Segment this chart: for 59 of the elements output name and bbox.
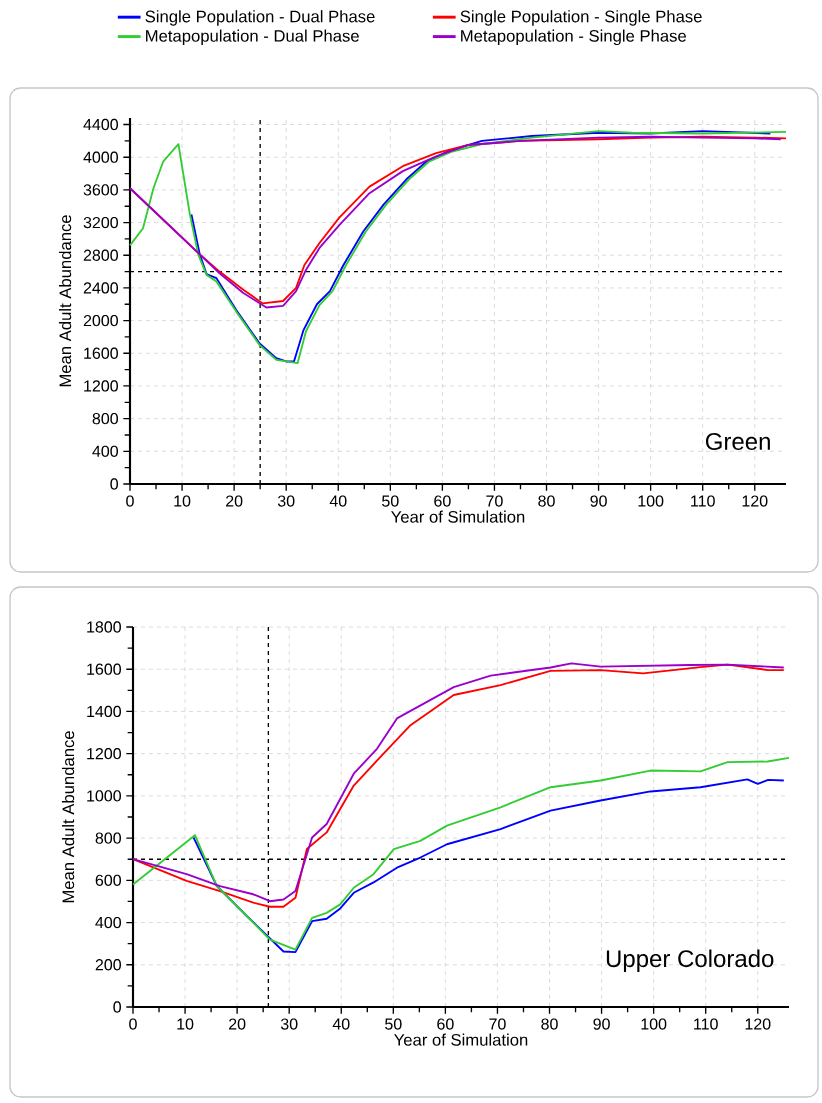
x-tick-label: 50 (385, 1018, 402, 1030)
y-tick-label: 0 (113, 1001, 122, 1013)
y-tick-label: 1200 (87, 748, 121, 760)
x-tick-label: 40 (329, 495, 347, 507)
x-tick-label: 70 (486, 495, 503, 507)
y-tick-label: 4000 (83, 151, 118, 163)
x-tick-label: 110 (691, 495, 715, 507)
x-tick-label: 80 (541, 1018, 558, 1030)
y-tick-label: 200 (95, 959, 121, 971)
y-tick-label: 3200 (83, 216, 118, 229)
x-tick-label: 30 (280, 1018, 298, 1030)
x-tick-label: 80 (538, 495, 555, 507)
y-tick-label: 1200 (84, 380, 118, 392)
y-tick-label: 800 (95, 832, 121, 844)
x-tick-label: 100 (641, 1018, 667, 1030)
x-tick-label: 60 (434, 495, 451, 507)
y-tick-label: 1600 (87, 663, 121, 675)
legend-label: Metapopulation - Dual Phase (146, 29, 359, 46)
x-tick-label: 60 (437, 1018, 454, 1030)
x-tick-label: 30 (277, 495, 295, 507)
x-tick-label: 20 (229, 1018, 246, 1030)
y-tick-label: 600 (95, 874, 121, 886)
x-tick-label: 90 (590, 495, 607, 507)
y-tick-label: 0 (110, 478, 119, 490)
annotation: Upper Colorado (606, 949, 774, 972)
y-tick-label: 2000 (83, 314, 118, 327)
x-tick-label: 10 (177, 1018, 194, 1030)
y-tick-label: 400 (92, 445, 118, 457)
x-tick-label: 50 (382, 495, 399, 507)
y-tick-label: 1600 (84, 347, 118, 359)
y-tick-label: 400 (95, 916, 121, 929)
x-tick-label: 0 (129, 1018, 137, 1030)
y-axis-title: Mean Adult Abundance (61, 731, 75, 903)
x-tick-label: 10 (174, 495, 191, 507)
x-tick-label: 70 (489, 1018, 506, 1030)
y-tick-label: 3600 (83, 184, 118, 196)
legend-label: Single Population - Single Phase (460, 10, 702, 26)
y-tick-label: 4400 (83, 118, 118, 131)
x-tick-label: 0 (126, 495, 134, 507)
legend-label: Single Population - Dual Phase (145, 10, 375, 26)
x-tick-label: 40 (332, 1018, 350, 1030)
x-tick-label: 120 (742, 495, 768, 507)
line-series (132, 756, 790, 951)
x-tick-label: 90 (593, 1018, 610, 1030)
x-tick-label: 120 (745, 1018, 771, 1030)
y-tick-label: 1800 (87, 621, 121, 633)
y-tick-label: 2400 (83, 282, 118, 294)
y-tick-label: 1000 (87, 790, 121, 802)
x-axis-title: Year of Simulation (394, 1033, 528, 1046)
x-tick-label: 110 (694, 1018, 718, 1030)
legend-label: Metapopulation - Single Phase (461, 29, 686, 46)
annotation: Green (705, 433, 770, 450)
y-axis-title: Mean Adult Abundance (58, 215, 72, 387)
y-tick-label: 1400 (87, 705, 121, 718)
y-tick-label: 800 (92, 412, 118, 425)
y-tick-label: 2800 (83, 249, 118, 261)
x-axis-title: Year of Simulation (391, 510, 525, 523)
x-tick-label: 100 (638, 495, 664, 507)
x-tick-label: 20 (226, 495, 243, 507)
